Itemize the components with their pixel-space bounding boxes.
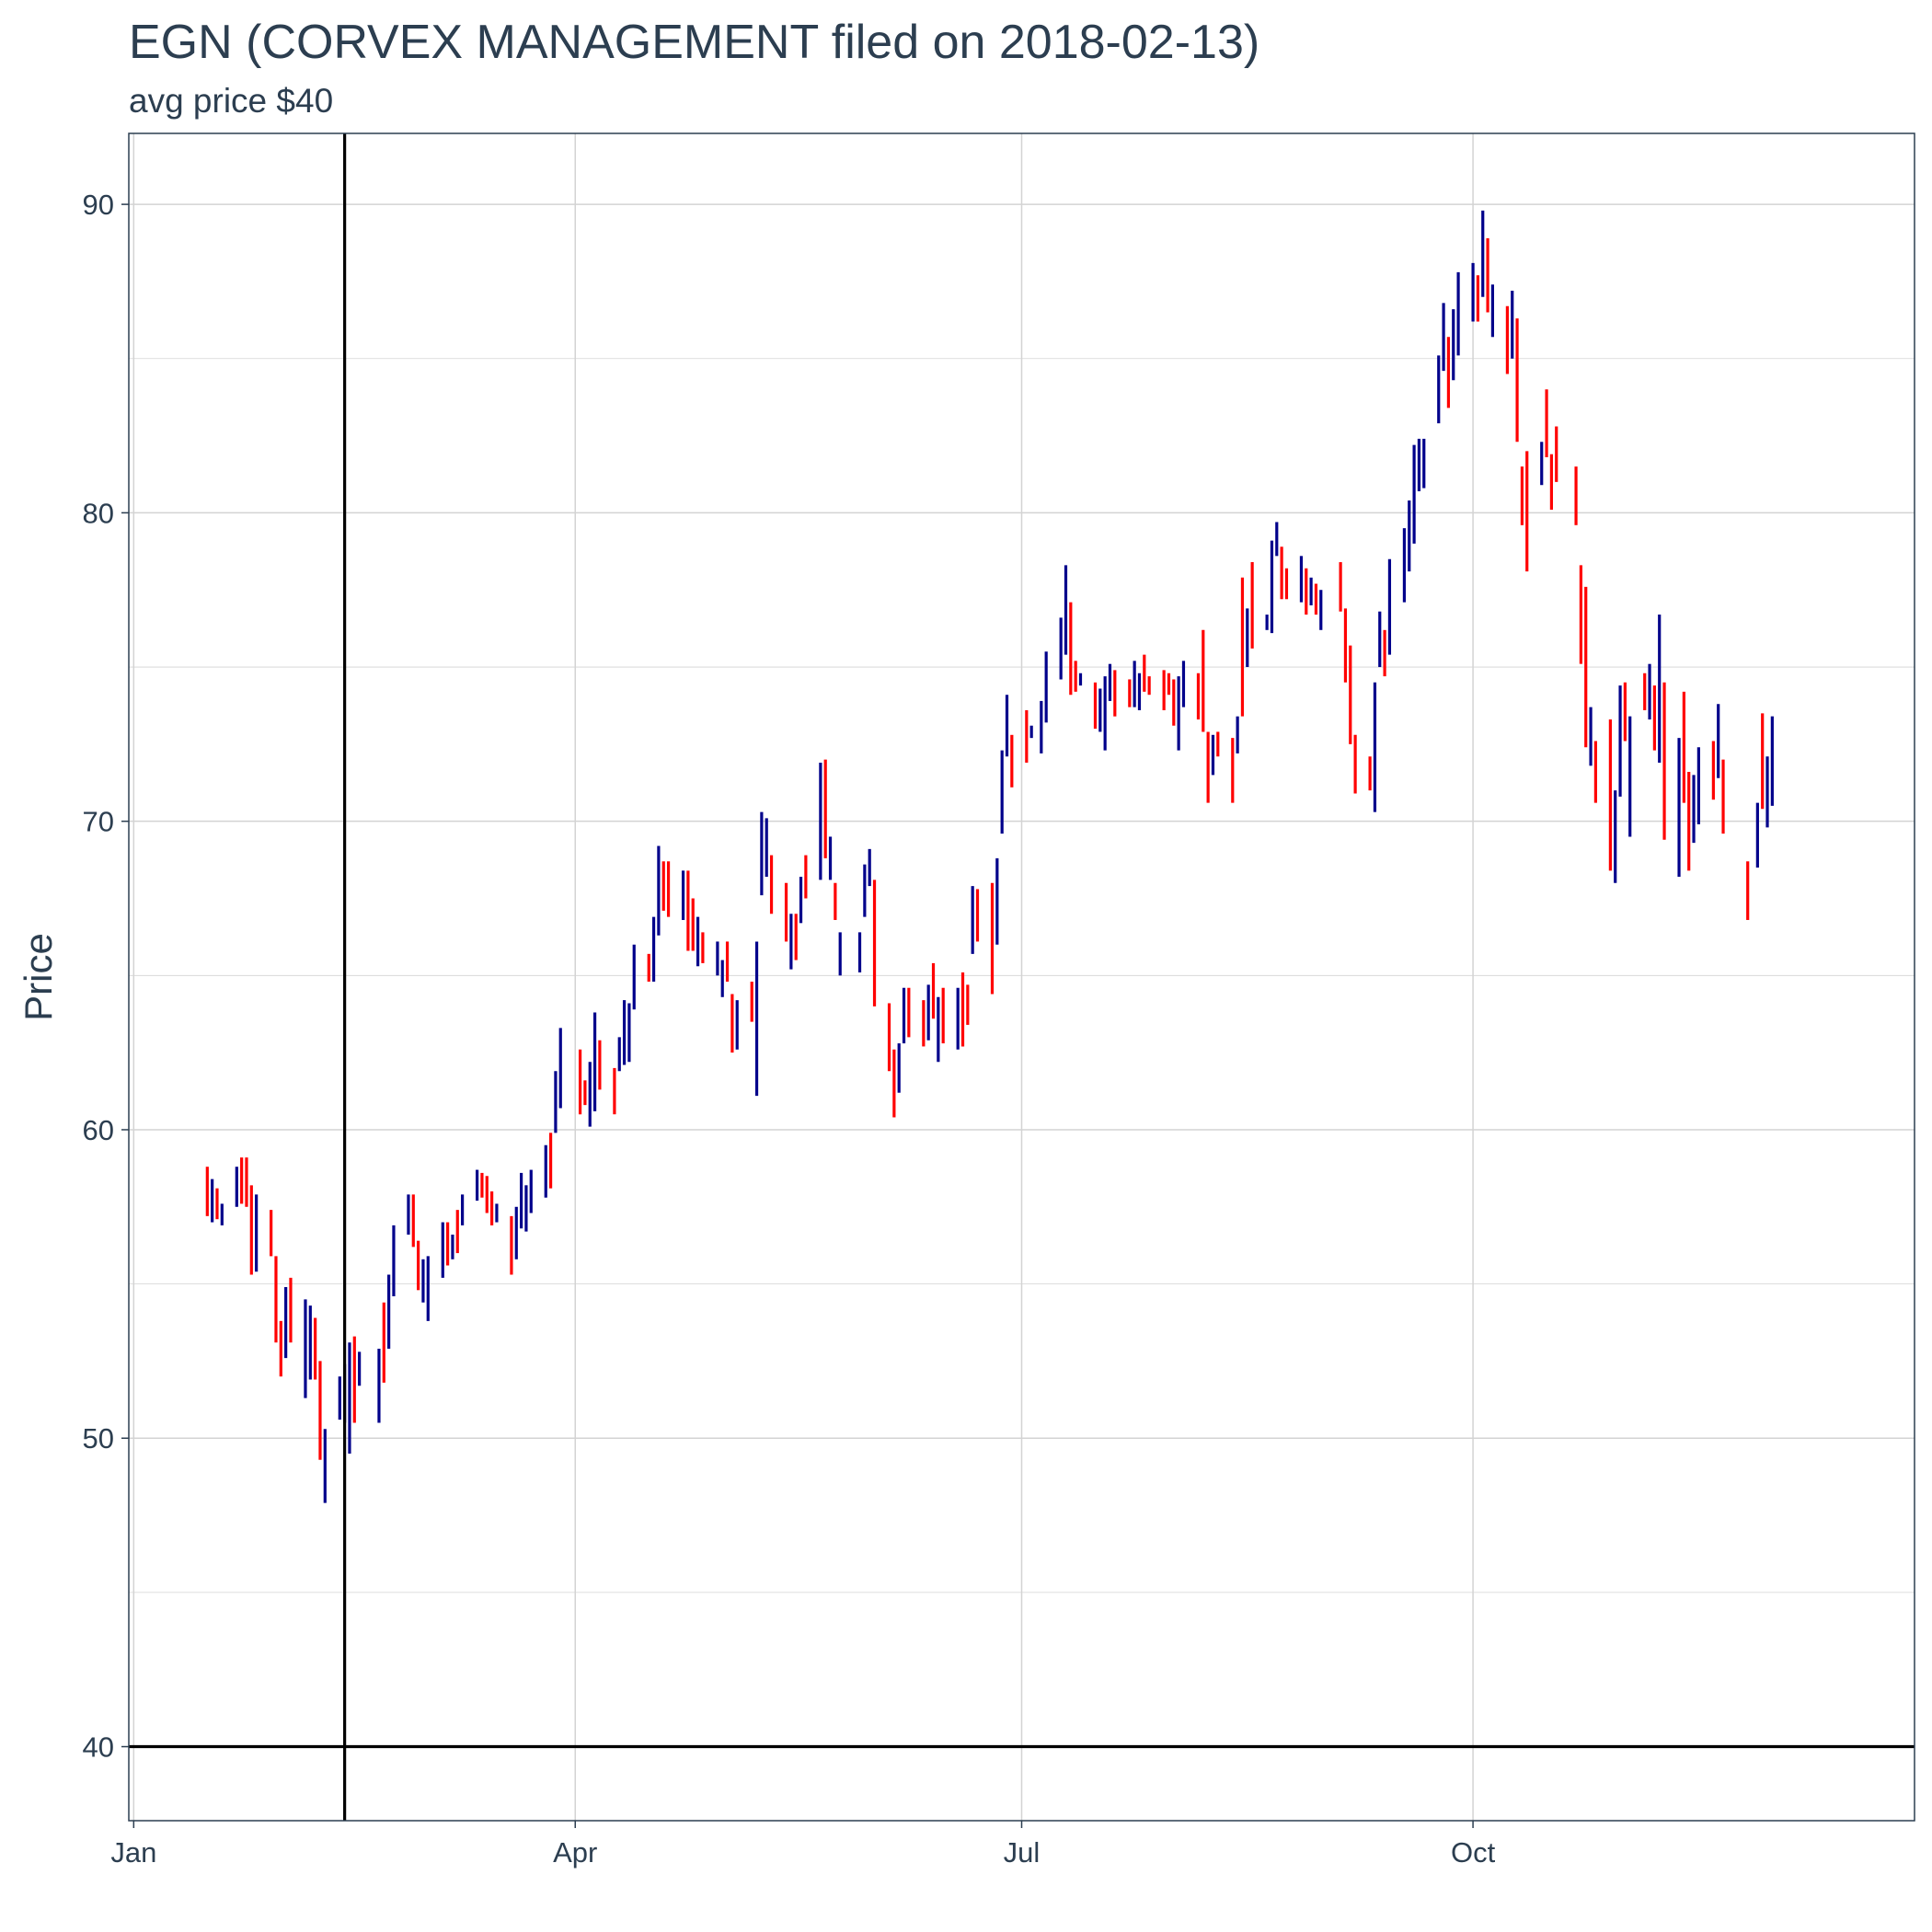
chart-subtitle: avg price $40 bbox=[129, 82, 334, 120]
x-tick-label: Oct bbox=[1451, 1836, 1496, 1869]
y-axis-ticks: 40 50 60 70 80 90 bbox=[83, 189, 129, 1764]
x-tick-label: Jan bbox=[110, 1836, 156, 1869]
x-tick-label: Apr bbox=[553, 1836, 597, 1869]
y-tick-label: 50 bbox=[83, 1422, 114, 1455]
y-tick-label: 90 bbox=[83, 189, 114, 221]
chart-title: EGN (CORVEX MANAGEMENT filed on 2018-02-… bbox=[129, 16, 1260, 69]
x-tick-label: Jul bbox=[1004, 1836, 1041, 1869]
reference-lines bbox=[129, 133, 1915, 1821]
y-tick-label: 70 bbox=[83, 806, 114, 838]
ohlc-bars bbox=[205, 210, 1774, 1503]
y-axis-title: Price bbox=[17, 933, 60, 1021]
y-tick-label: 80 bbox=[83, 497, 114, 529]
y-tick-label: 60 bbox=[83, 1114, 114, 1146]
y-tick-label: 40 bbox=[83, 1731, 114, 1764]
x-axis-ticks: Jan Apr Jul Oct bbox=[110, 1821, 1496, 1869]
grid-lines bbox=[129, 133, 1915, 1821]
